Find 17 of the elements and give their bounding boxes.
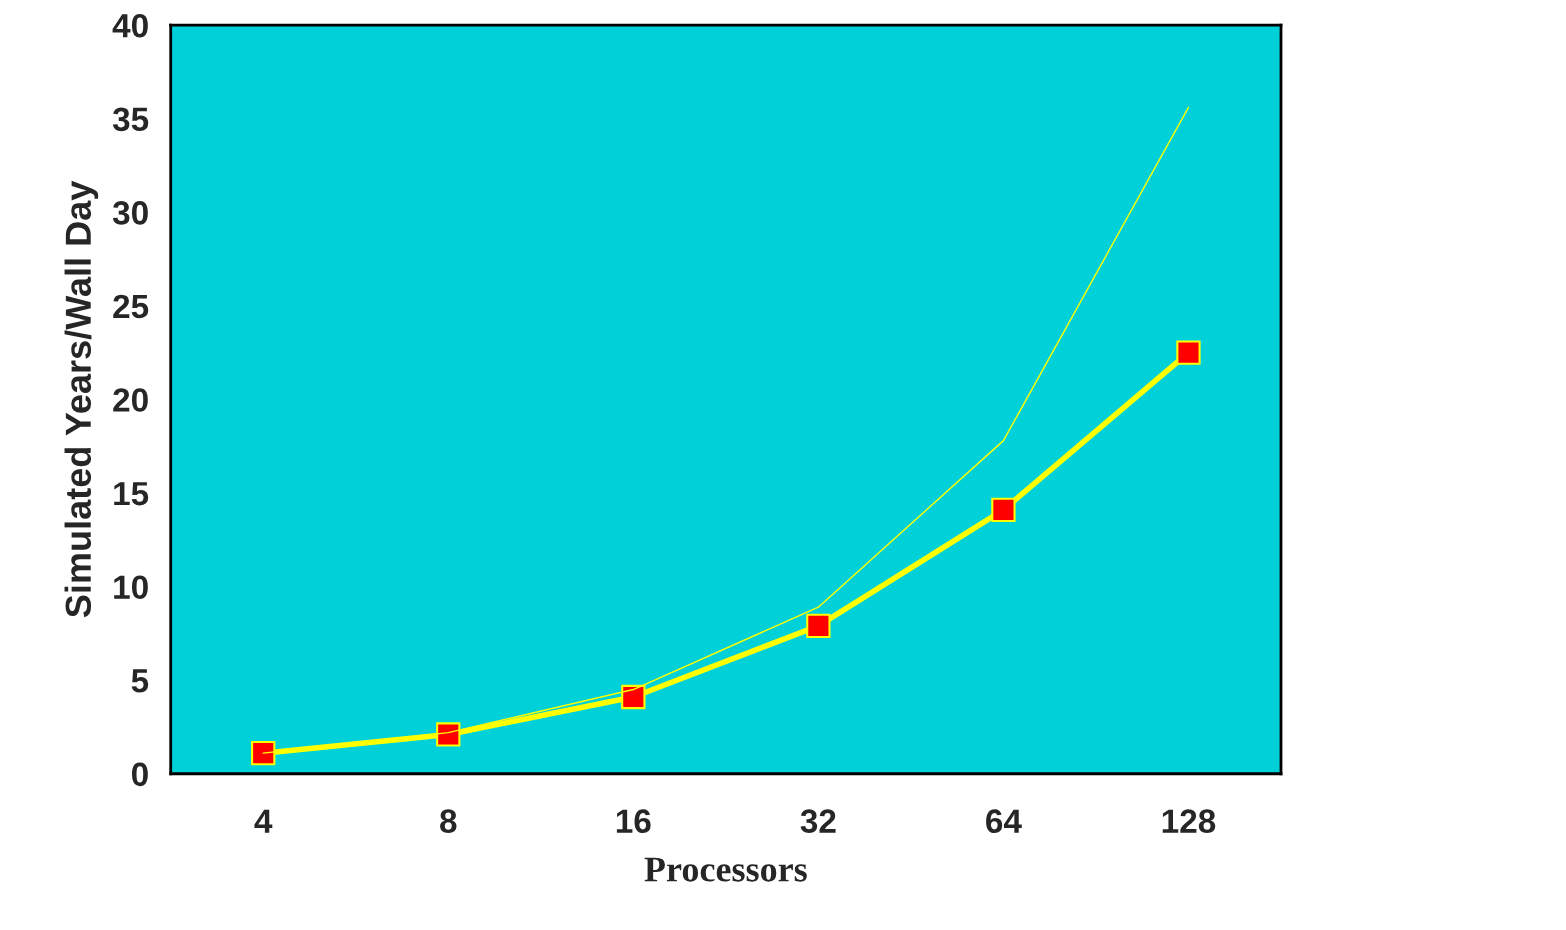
y-tick-label: 40: [112, 13, 148, 38]
y-tick-label: 20: [113, 388, 148, 412]
x-axis-title: Processors: [644, 857, 807, 882]
y-tick-label: 30: [112, 201, 148, 225]
y-tick-label: 25: [113, 294, 149, 319]
x-tick-label: 8: [440, 809, 457, 833]
y-tick-label: 35: [112, 107, 149, 132]
x-tick-label: 4: [254, 809, 273, 833]
x-tick-label: 128: [1162, 809, 1216, 833]
y-tick-label: 5: [131, 669, 149, 693]
y-tick-label: 0: [131, 762, 148, 787]
x-tick-label: 32: [800, 809, 836, 834]
x-tick-label: 16: [616, 809, 651, 833]
y-tick-label: 10: [114, 575, 148, 599]
y-tick-label: 15: [114, 482, 149, 506]
y-axis-title: Simulated Years/Wall Day: [64, 180, 99, 618]
x-tick-label: 64: [986, 809, 1022, 833]
